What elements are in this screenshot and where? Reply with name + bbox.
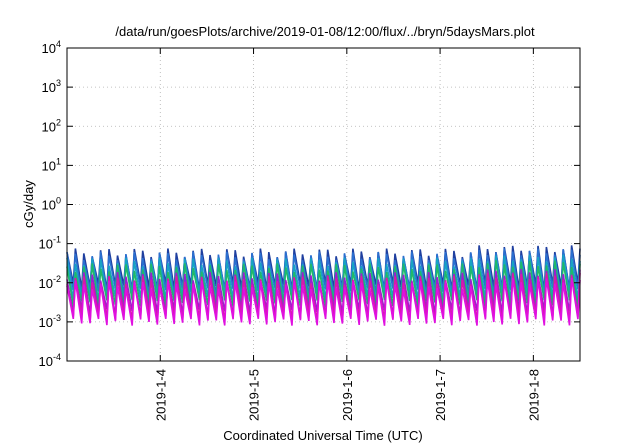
y-tick-label: 101 [42,156,61,173]
series-line [66,277,581,326]
y-tick-label: 102 [42,117,61,134]
y-axis-label: cGy/day [21,180,36,228]
y-tick-label: 104 [42,39,61,56]
y-tick-label: 100 [42,196,61,213]
chart-title: /data/run/goesPlots/archive/2019-01-08/1… [115,24,535,39]
x-axis: 2019-1-4 2019-1-5 2019-1-6 2019-1-7 2019-1-8 [153,48,541,421]
x-tick-label: 2019-1-4 [153,369,168,421]
y-axis: 10-4 10-3 10-2 10-1 100 101 102 103 104 [39,39,580,369]
x-tick-label: 2019-1-8 [526,369,541,421]
x-tick-label: 2019-1-7 [433,369,448,421]
x-tick-label: 2019-1-5 [247,369,262,421]
y-tick-label: 10-2 [39,274,61,291]
x-tick-label: 2019-1-6 [340,369,355,421]
series-group [66,245,581,326]
y-tick-label: 10-3 [39,313,61,330]
y-tick-label: 103 [42,78,61,95]
x-axis-label: Coordinated Universal Time (UTC) [223,428,422,443]
y-tick-label: 10-1 [39,235,61,252]
y-tick-label: 10-4 [39,352,61,369]
